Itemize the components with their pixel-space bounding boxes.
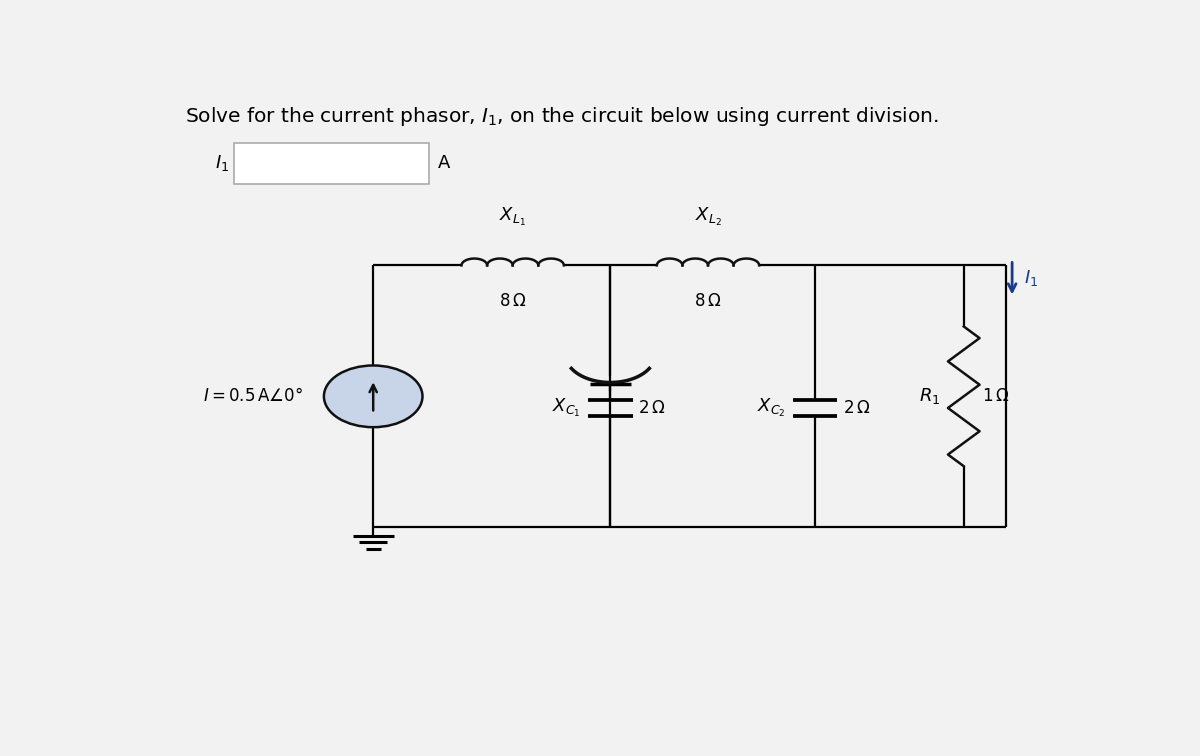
Text: Solve for the current phasor, $I_1$, on the circuit below using current division: Solve for the current phasor, $I_1$, on … [185,105,940,129]
Circle shape [324,365,422,427]
Text: $X_{L_2}$: $X_{L_2}$ [695,206,721,228]
Text: $I_1$: $I_1$ [215,153,229,173]
Text: $I_1$: $I_1$ [1025,268,1038,289]
Text: $I = 0.5\,\mathrm{A}\angle 0°$: $I = 0.5\,\mathrm{A}\angle 0°$ [203,387,304,405]
Text: $2\,\Omega$: $2\,\Omega$ [638,399,666,417]
Text: A: A [438,154,451,172]
Text: $1\,\Omega$: $1\,\Omega$ [983,387,1009,405]
Text: $2\,\Omega$: $2\,\Omega$ [842,399,870,417]
Polygon shape [234,143,430,184]
Text: $X_{C_2}$: $X_{C_2}$ [756,397,785,419]
Text: $8\,\Omega$: $8\,\Omega$ [695,292,721,309]
Text: $X_{C_1}$: $X_{C_1}$ [552,397,581,419]
Text: $R_1$: $R_1$ [919,386,941,406]
Text: $X_{L_1}$: $X_{L_1}$ [499,206,526,228]
Text: $8\,\Omega$: $8\,\Omega$ [499,292,527,309]
